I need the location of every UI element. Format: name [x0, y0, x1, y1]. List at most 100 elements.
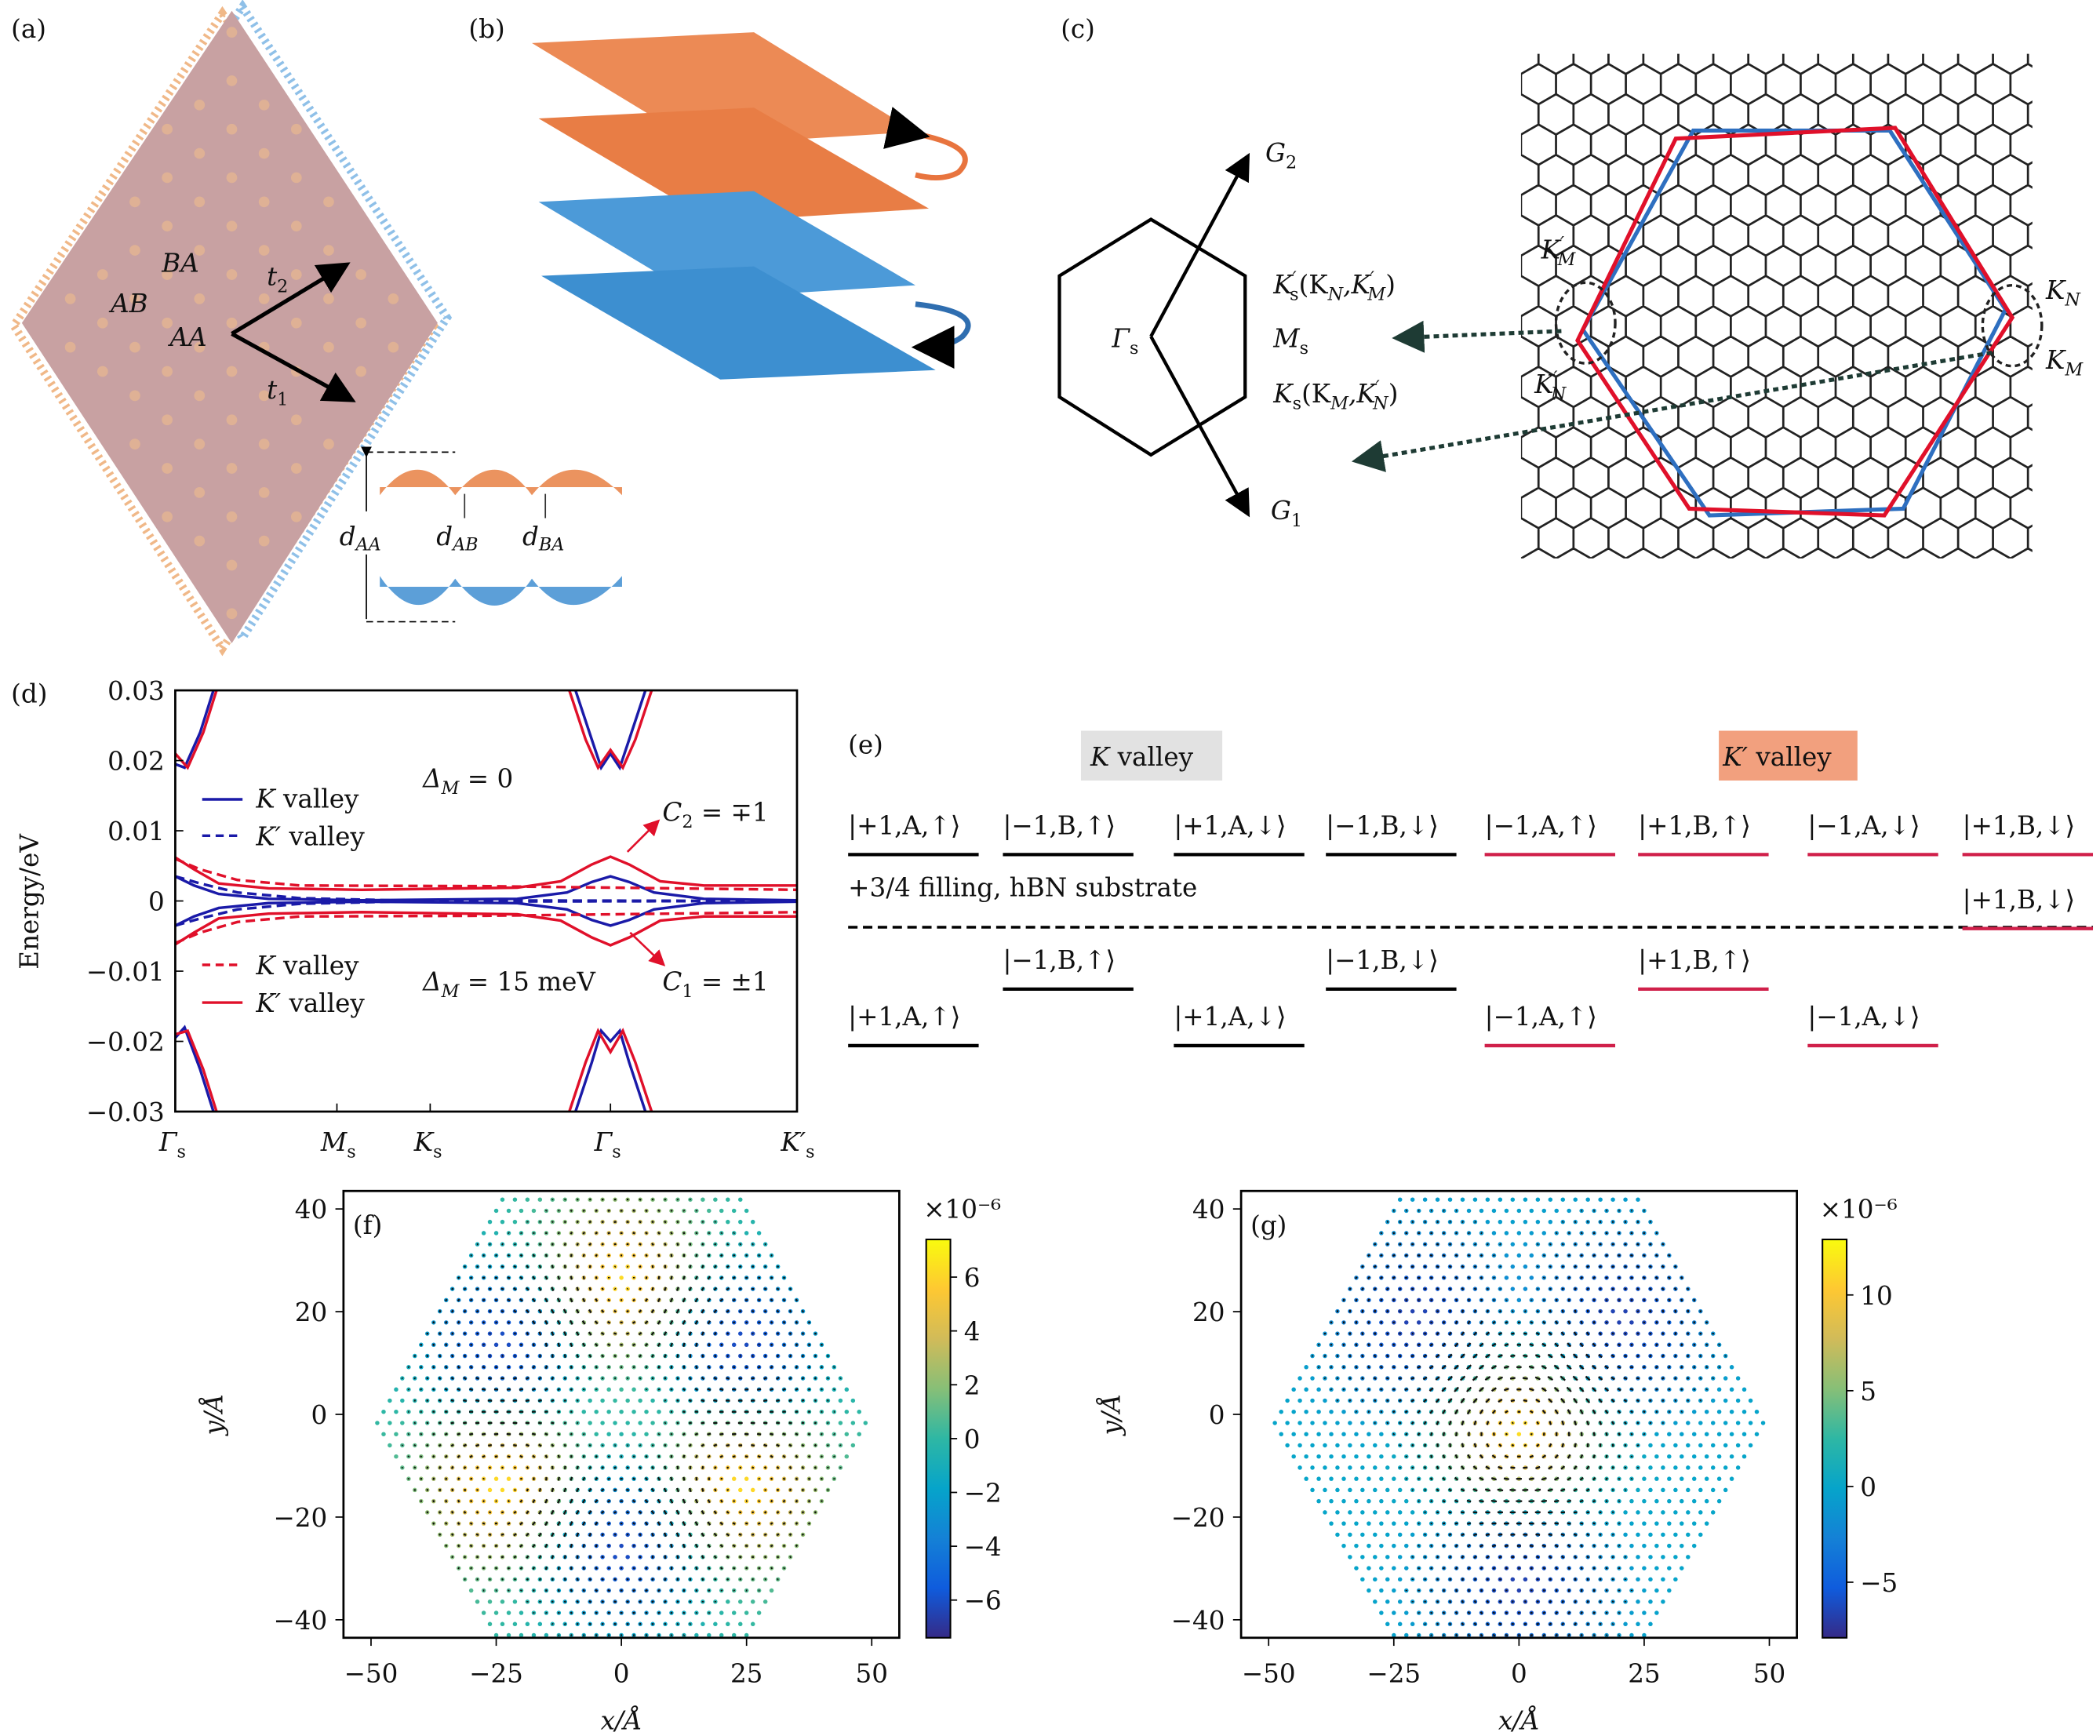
current-density-point [1404, 1566, 1409, 1570]
current-density-point [1291, 1454, 1296, 1459]
current-density-point [1341, 1498, 1346, 1504]
current-arrow [651, 1622, 654, 1625]
current-arrow [1404, 1276, 1408, 1279]
current-arrow [1461, 1578, 1464, 1581]
current-density-point [1661, 1487, 1665, 1493]
current-arrow [463, 1533, 467, 1537]
current-arrow [639, 1221, 642, 1224]
current-arrow [1674, 1287, 1677, 1291]
current-arrow [1424, 1287, 1427, 1290]
current-arrow [1687, 1399, 1690, 1402]
t2-label: t2 [267, 262, 288, 297]
current-arrow [669, 1319, 674, 1325]
current-density-point [1360, 1443, 1365, 1448]
current-density-point [1310, 1465, 1315, 1470]
band-line [567, 1028, 653, 1112]
current-arrow [689, 1421, 692, 1425]
current-arrow [657, 1521, 661, 1526]
current-arrow [1654, 1365, 1658, 1369]
current-arrow [1454, 1254, 1458, 1257]
current-density-point [744, 1476, 749, 1481]
current-arrow [439, 1309, 442, 1313]
current-arrow [1461, 1443, 1465, 1448]
current-density-point [1623, 1197, 1628, 1202]
current-arrow [607, 1477, 611, 1480]
current-density-point [731, 1632, 737, 1638]
current-arrow [1436, 1533, 1439, 1536]
current-arrow [657, 1254, 661, 1257]
current-arrow [450, 1533, 454, 1537]
current-density-point [1397, 1555, 1403, 1559]
current-arrow [788, 1287, 792, 1290]
current-arrow [682, 1365, 686, 1369]
c2-label: C2 = ∓1 [662, 797, 768, 832]
current-arrow [701, 1488, 704, 1492]
current-arrow [676, 1578, 679, 1581]
current-density-point [394, 1409, 399, 1414]
kpm-label: K′ M [1541, 233, 1577, 270]
current-arrow [1561, 1265, 1564, 1268]
current-density-point [857, 1432, 861, 1436]
current-arrow [470, 1567, 472, 1570]
plot-frame [1239, 1189, 1798, 1640]
current-arrow [469, 1298, 473, 1301]
current-arrow [663, 1509, 668, 1515]
g1-arrow [1149, 335, 1250, 518]
g2-arrow [1149, 152, 1250, 337]
current-arrow [1586, 1443, 1589, 1447]
plot-frame-d [174, 689, 799, 1113]
current-arrow [782, 1522, 786, 1525]
current-arrow [688, 1377, 692, 1381]
current-arrow [538, 1555, 542, 1559]
current-arrow [813, 1511, 817, 1514]
current-arrow [439, 1511, 442, 1514]
current-arrow [508, 1232, 510, 1235]
current-arrow [576, 1399, 579, 1402]
current-arrow [601, 1309, 605, 1313]
current-density-point [1648, 1600, 1653, 1604]
current-density-point [1392, 1632, 1396, 1638]
current-arrow [1567, 1633, 1570, 1637]
current-density-point [1285, 1443, 1290, 1448]
current-density-point [1404, 1543, 1409, 1549]
x-axis-label: x/Å [1498, 1704, 1540, 1735]
current-arrow [839, 1444, 842, 1447]
current-density-point [1704, 1432, 1709, 1436]
current-arrow [1605, 1254, 1608, 1257]
current-density-point [844, 1432, 850, 1436]
current-arrow [576, 1243, 579, 1246]
current-arrow [1460, 1488, 1465, 1492]
current-arrow [457, 1522, 460, 1525]
current-density-point [1291, 1409, 1296, 1414]
current-arrow [595, 1298, 599, 1302]
current-density-point [1329, 1432, 1334, 1436]
current-arrow [450, 1421, 454, 1425]
current-arrow [1417, 1365, 1421, 1369]
current-arrow [1442, 1254, 1446, 1257]
x-tick-sub: s [347, 1141, 355, 1162]
current-density-point [1397, 1510, 1403, 1515]
current-arrow [688, 1532, 693, 1538]
current-arrow [776, 1399, 781, 1402]
current-arrow [1492, 1567, 1496, 1570]
current-arrow [576, 1308, 580, 1314]
current-arrow [726, 1444, 730, 1447]
current-arrow [1499, 1578, 1501, 1581]
current-arrow [1454, 1633, 1458, 1637]
current-arrow [639, 1578, 642, 1581]
current-density-point [1341, 1543, 1346, 1549]
current-arrow [1505, 1589, 1508, 1592]
current-arrow [1580, 1254, 1583, 1257]
ms-label: Ms [1272, 324, 1308, 359]
current-arrow [839, 1377, 842, 1380]
current-arrow [689, 1487, 692, 1493]
current-density-point [619, 1276, 624, 1280]
current-arrow [607, 1320, 611, 1324]
current-arrow [1674, 1354, 1677, 1358]
dashed-arrow-to-ks [1351, 350, 1993, 472]
current-density-point [744, 1208, 749, 1214]
current-arrow [1592, 1298, 1596, 1301]
x-tick-label: −25 [1367, 1658, 1421, 1688]
current-arrow [432, 1522, 435, 1525]
current-arrow [1572, 1375, 1578, 1381]
